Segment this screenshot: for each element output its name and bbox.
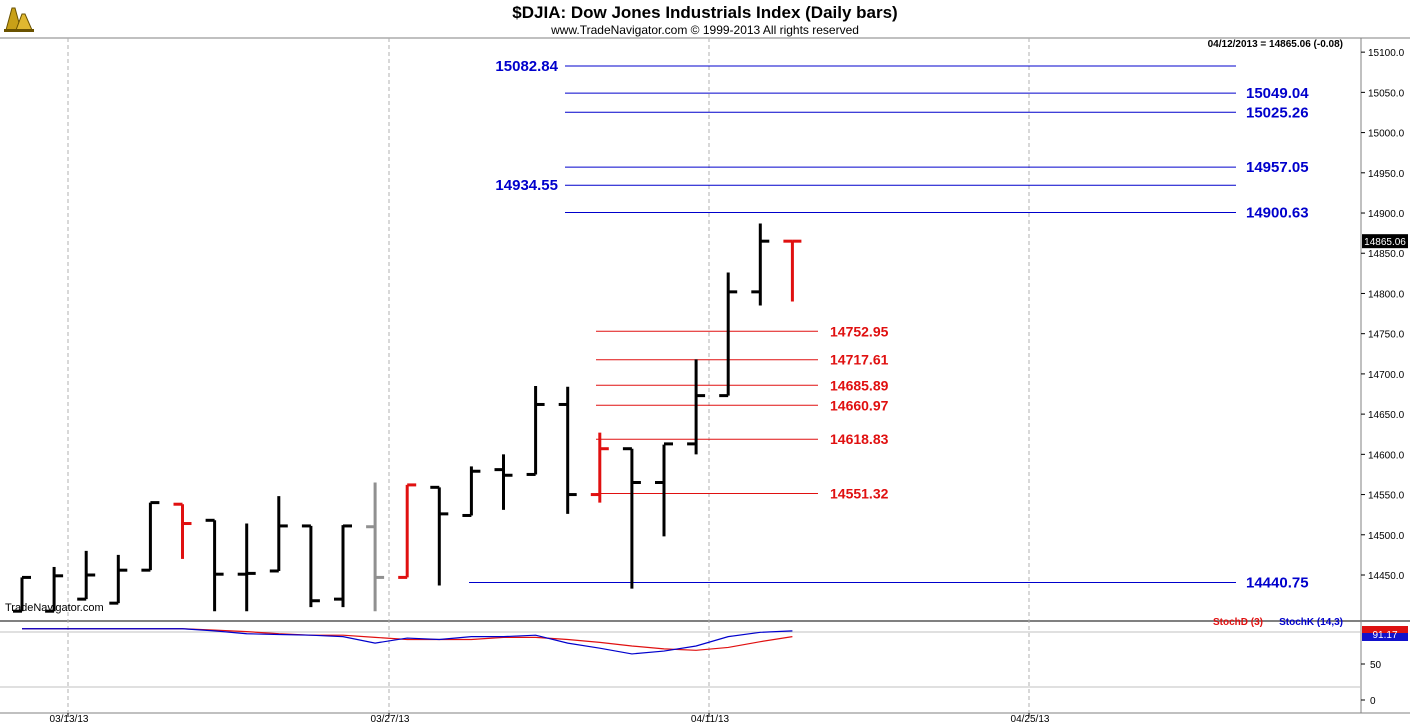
x-tick-label: 03/27/13 — [371, 714, 410, 725]
ohlc-bar — [366, 482, 385, 612]
last-price-tag-bg — [1362, 234, 1408, 249]
ohlc-bar — [173, 502, 192, 559]
ohlc-bar — [109, 554, 128, 605]
last-price-tag-text: 14865.06 — [1364, 237, 1406, 248]
y-tick-label: 14500.0 — [1368, 531, 1405, 542]
ohlc-bar — [494, 454, 513, 510]
plot-background — [0, 38, 1410, 713]
y-tick-label: 14850.0 — [1368, 249, 1405, 260]
axes: 03/13/13 03/27/13 04/11/13 04/25/13 14450.0 1… — [50, 48, 1408, 725]
y-tick-label: 15000.0 — [1368, 129, 1405, 140]
level-label: 15025.26 — [1246, 104, 1309, 121]
ohlc-bar — [751, 223, 770, 306]
stoch-y-tick-label: 0 — [1370, 696, 1376, 707]
ohlc-bar — [783, 239, 802, 302]
y-tick-label: 14800.0 — [1368, 289, 1405, 300]
ohlc-bar — [558, 386, 577, 514]
ohlc-bar — [13, 575, 31, 613]
grid — [67, 38, 1030, 713]
stoch-tag-top — [1362, 626, 1408, 633]
ohlc-bar — [526, 385, 545, 476]
tradenavigator-logo — [2, 2, 36, 34]
watermark-text: TradeNavigator.com — [5, 602, 104, 614]
level-label: 14934.55 — [495, 177, 558, 194]
ohlc-bar — [334, 524, 352, 608]
ohlc-bar — [655, 442, 673, 537]
y-tick-label: 14900.0 — [1368, 209, 1405, 220]
ohlc-bar — [719, 272, 738, 398]
ohlc-bar — [77, 550, 96, 601]
last-price-readout: 04/12/2013 = 14865.06 (-0.08) — [1208, 39, 1343, 50]
ohlc-bar — [269, 496, 288, 573]
ohlc-bar — [301, 524, 320, 608]
level-label: 14660.97 — [830, 397, 889, 413]
y-tick-label: 15100.0 — [1368, 48, 1405, 59]
level-label: 14752.95 — [830, 323, 889, 339]
y-tick-label: 14650.0 — [1368, 410, 1405, 421]
level-label: 14957.05 — [1246, 159, 1309, 176]
stoch-legend-entry: StochD (3) — [1213, 617, 1263, 628]
y-tick-label: 14950.0 — [1368, 169, 1405, 180]
level-label: 14685.89 — [830, 377, 889, 393]
x-tick-label: 04/25/13 — [1011, 714, 1050, 725]
y-tick-label: 14700.0 — [1368, 370, 1405, 381]
stoch-y-tick-label: 50 — [1370, 660, 1382, 671]
ohlc-bar — [141, 501, 160, 572]
chart-title: $DJIA: Dow Jones Industrials Index (Dail… — [512, 3, 897, 22]
level-label: 15049.04 — [1246, 85, 1309, 102]
level-label: 14900.63 — [1246, 205, 1309, 222]
y-tick-label: 14750.0 — [1368, 330, 1405, 341]
ohlc-bar — [462, 466, 481, 517]
ohlc-bar — [430, 485, 449, 586]
stoch-tag-bottom — [1362, 633, 1408, 641]
ohlc-bar — [622, 447, 641, 589]
ohlc-bar — [398, 483, 417, 579]
price-bars — [13, 223, 802, 613]
y-tick-label: 14450.0 — [1368, 571, 1405, 582]
price-levels: 15082.84 15049.04 15025.26 14957.05 14934.55… — [469, 58, 1309, 591]
y-tick-label: 15050.0 — [1368, 88, 1405, 99]
stoch-tag-text: 91.17 — [1372, 630, 1397, 641]
ohlc-bar — [237, 523, 256, 612]
x-tick-label: 03/13/13 — [50, 714, 89, 725]
level-label: 14440.75 — [1246, 574, 1309, 591]
ohlc-bar — [590, 432, 609, 503]
level-label: 14717.61 — [830, 352, 889, 368]
stoch-series-line — [22, 628, 793, 655]
x-tick-label: 04/11/13 — [691, 714, 730, 725]
y-tick-label: 14550.0 — [1368, 491, 1405, 502]
level-label: 15082.84 — [495, 58, 558, 75]
y-tick-label: 14600.0 — [1368, 450, 1405, 461]
stochastic-panel: StochD (3) StochK (14,3) — [22, 617, 1343, 655]
ohlc-bar — [205, 518, 224, 612]
ohlc-bar — [687, 359, 706, 455]
level-label: 14551.32 — [830, 485, 889, 501]
level-label: 14618.83 — [830, 431, 889, 447]
stoch-legend-entry: StochK (14,3) — [1279, 617, 1343, 628]
ohlc-bar — [45, 566, 64, 613]
copyright-text: www.TradeNavigator.com © 1999-2013 All r… — [550, 23, 859, 37]
